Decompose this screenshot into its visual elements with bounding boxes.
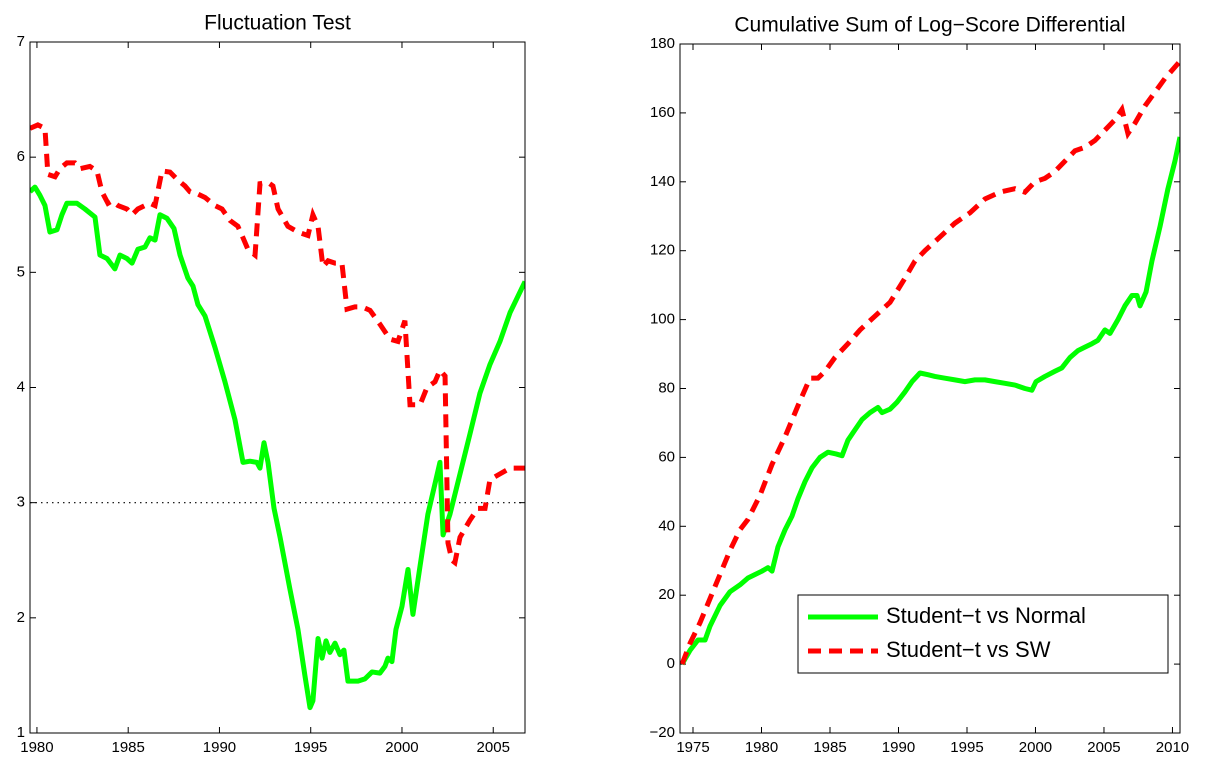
- axes-box: [679, 43, 1181, 734]
- y-tick-label: 80: [658, 379, 675, 396]
- y-tick-label: 5: [17, 263, 25, 280]
- x-tick-label: 2005: [1087, 739, 1120, 756]
- legend-box: [797, 594, 1169, 674]
- axes-box: [29, 41, 526, 734]
- data-line: [30, 184, 525, 711]
- y-tick-label: 7: [17, 33, 25, 50]
- data-line: [30, 122, 525, 568]
- y-tick-label: 140: [650, 173, 675, 190]
- x-tick-label: 1975: [676, 739, 709, 756]
- y-tick-label: 4: [17, 378, 25, 395]
- y-tick-label: 1: [17, 724, 25, 741]
- x-tick-label: 2005: [477, 739, 510, 756]
- y-tick-label: −20: [650, 724, 675, 741]
- legend-label: Student−t vs SW: [886, 637, 1051, 662]
- y-tick-label: 100: [650, 311, 675, 328]
- x-tick-label: 1990: [882, 739, 915, 756]
- legend: Student−t vs Normal Student−t vs SW: [797, 594, 1169, 674]
- x-tick-label: 1995: [950, 739, 983, 756]
- y-tick-label: 60: [658, 448, 675, 465]
- chart-title: Fluctuation Test: [204, 12, 351, 35]
- chart-title: Cumulative Sum of Log−Score Differential: [734, 14, 1125, 37]
- y-tick-label: 2: [17, 609, 25, 626]
- x-tick-label: 1980: [20, 739, 53, 756]
- data-line: [680, 136, 1180, 666]
- y-tick-label: 160: [650, 104, 675, 121]
- y-tick-label: 20: [658, 586, 675, 603]
- x-tick-label: 1995: [294, 739, 327, 756]
- y-tick-label: 0: [667, 655, 675, 672]
- y-tick-label: 180: [650, 35, 675, 52]
- y-tick-label: 6: [17, 148, 25, 165]
- y-tick-label: 40: [658, 517, 675, 534]
- y-tick-label: 3: [17, 494, 25, 511]
- legend-label: Student−t vs Normal: [886, 603, 1086, 628]
- x-tick-label: 1985: [813, 739, 846, 756]
- x-tick-label: 1990: [203, 739, 236, 756]
- x-tick-label: 1985: [112, 739, 145, 756]
- data-line: [680, 59, 1180, 665]
- x-tick-label: 1980: [745, 739, 778, 756]
- x-tick-label: 2000: [385, 739, 418, 756]
- x-tick-label: 2010: [1156, 739, 1189, 756]
- x-tick-label: 2000: [1019, 739, 1052, 756]
- y-tick-label: 120: [650, 242, 675, 259]
